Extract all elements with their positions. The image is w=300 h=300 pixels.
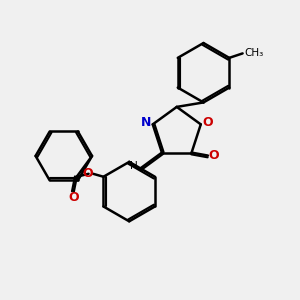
Text: N: N bbox=[141, 116, 152, 129]
Text: O: O bbox=[202, 116, 213, 129]
Text: O: O bbox=[208, 149, 219, 162]
Text: H: H bbox=[130, 161, 138, 171]
Text: CH₃: CH₃ bbox=[244, 48, 263, 59]
Text: O: O bbox=[82, 167, 93, 180]
Text: O: O bbox=[68, 191, 79, 204]
